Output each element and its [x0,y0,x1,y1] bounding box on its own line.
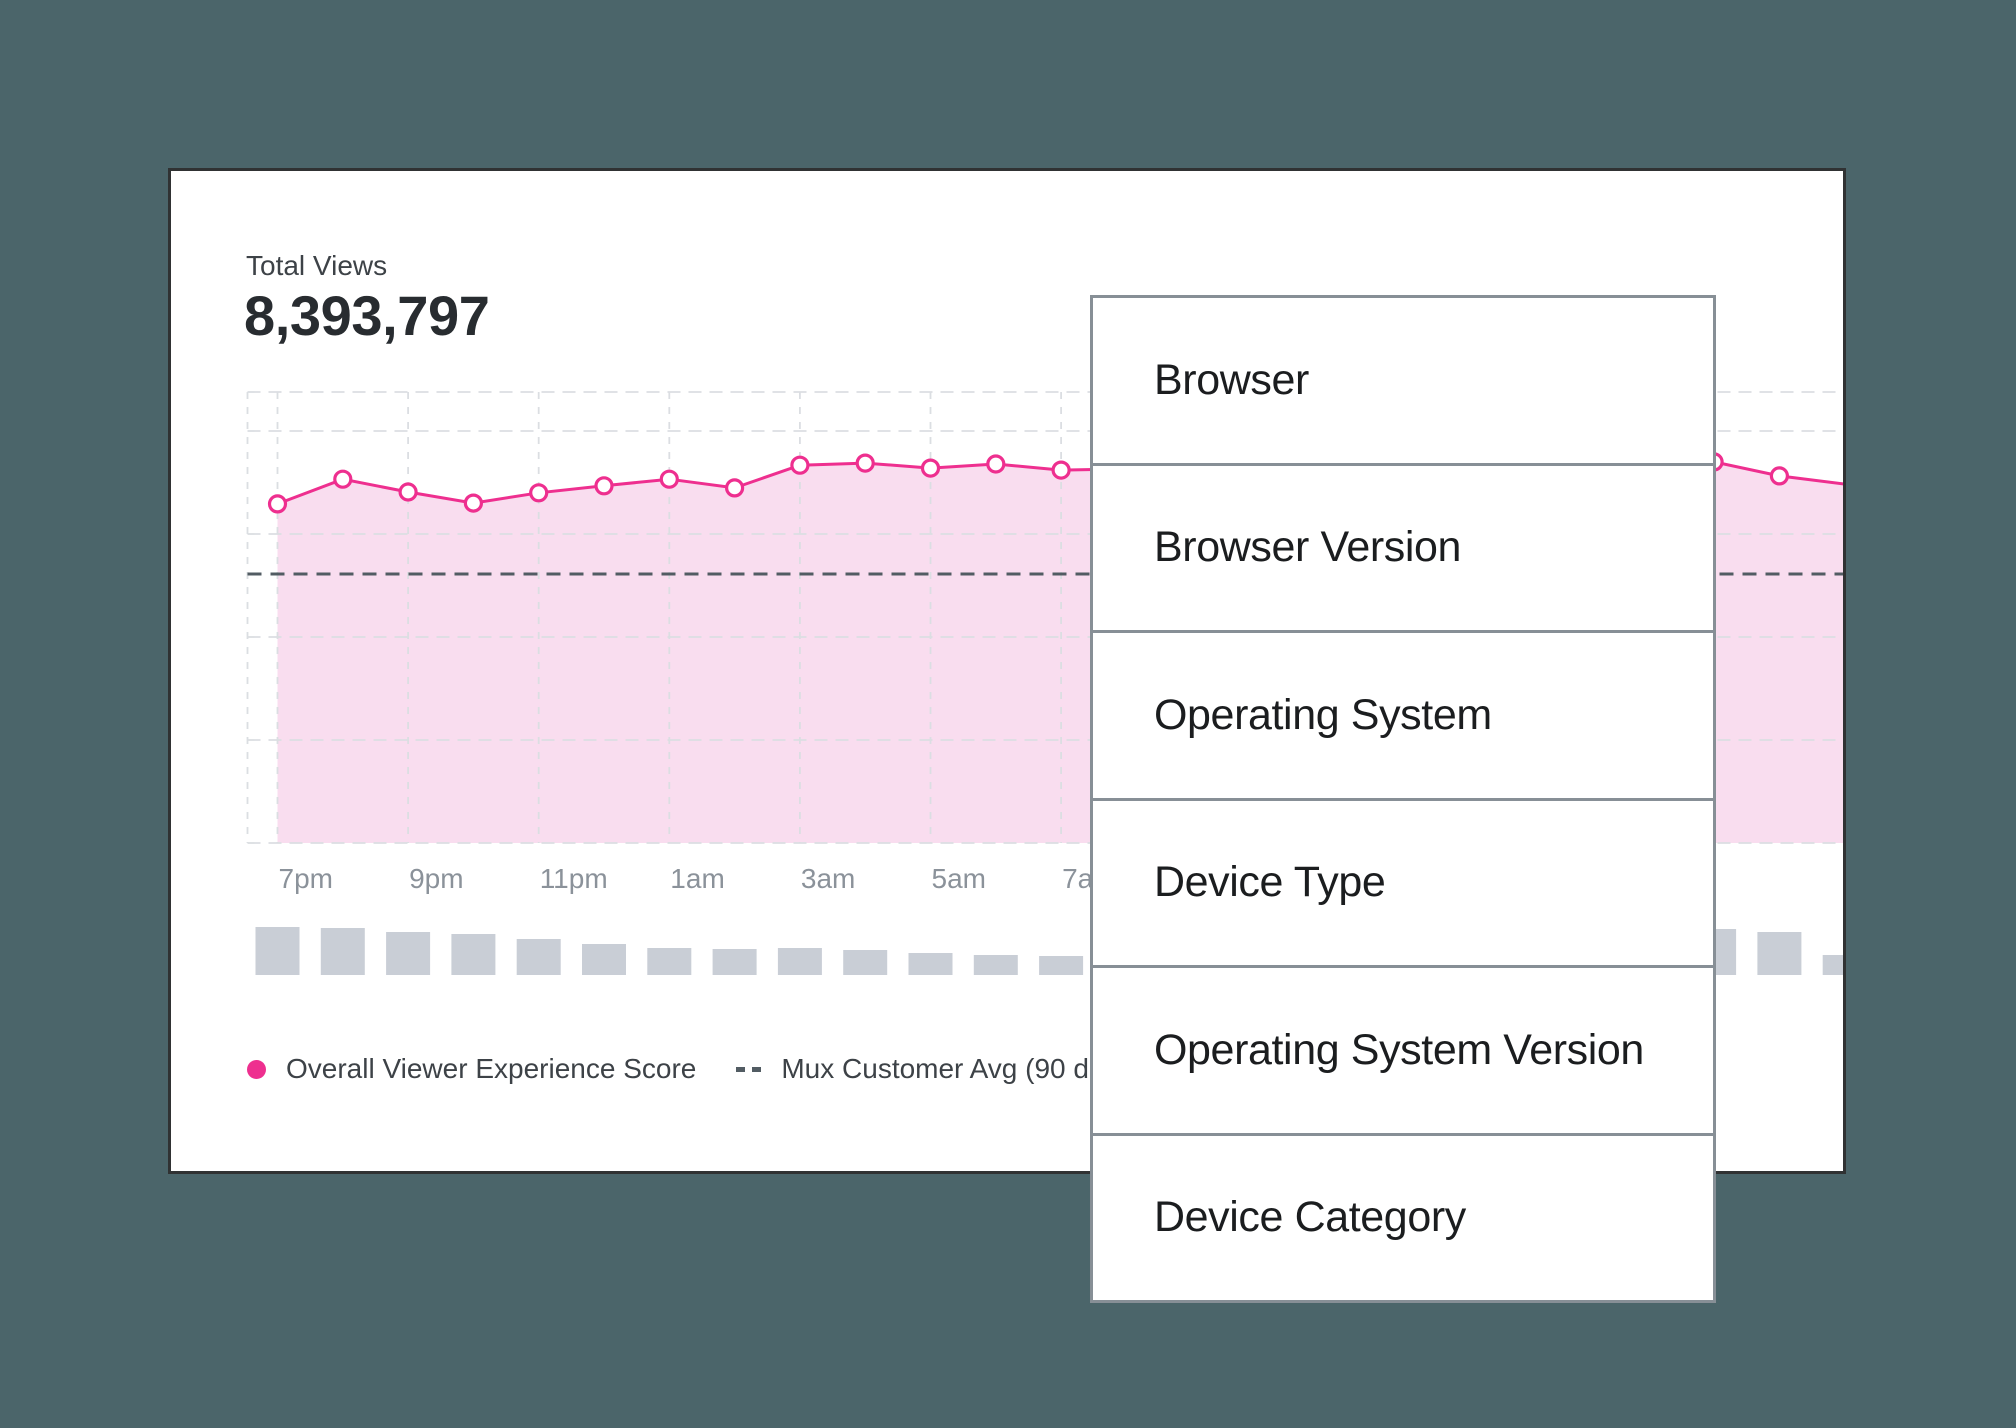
x-axis-label: 1am [670,863,724,894]
data-point-marker [855,453,875,473]
views-volume-bar [516,939,561,975]
dropdown-item-device-type[interactable]: Device Type [1093,800,1713,968]
x-axis-label: 7pm [279,863,333,894]
data-point-marker [267,494,288,514]
dashed-line-icon [736,1066,762,1072]
views-volume-bar [386,932,431,975]
x-axis-label: 3am [801,863,855,894]
pink-dot-icon [247,1059,266,1079]
legend-avg-label: Mux Customer Avg (90 days) [781,1053,1142,1084]
chart-legend: Overall Viewer Experience Score Mux Cust… [171,1051,1843,1087]
dropdown-item-operating-system-version[interactable]: Operating System Version [1093,968,1713,1136]
views-volume-bar [908,953,953,975]
views-volume-bar [1039,956,1084,975]
data-point-marker [986,454,1006,474]
data-point-marker [529,483,549,503]
views-volume-bar [647,948,692,975]
dropdown-item-label: Browser Version [1154,523,1462,572]
views-volume-bar [451,934,496,975]
data-point-marker [1769,466,1790,486]
data-point-marker [594,476,614,496]
dropdown-item-label: Operating System [1154,690,1492,739]
data-point-marker [398,482,418,502]
data-point-marker [790,455,810,475]
views-volume-bar [255,927,300,975]
x-axis-label: 11pm [540,863,608,894]
legend-series-label: Overall Viewer Experience Score [286,1053,697,1084]
views-volume-bar [843,950,888,975]
x-axis-label: 5am [932,863,986,894]
dropdown-item-label: Browser [1154,355,1309,404]
dropdown-item-browser[interactable]: Browser [1093,298,1713,466]
dropdown-item-label: Device Category [1154,1193,1466,1242]
views-volume-bar [1822,955,1843,975]
dropdown-item-operating-system[interactable]: Operating System [1093,633,1713,801]
data-point-marker [920,458,941,478]
dropdown-item-browser-version[interactable]: Browser Version [1093,465,1713,633]
dimension-dropdown-menu: Browser Browser Version Operating System De… [1090,295,1716,1303]
dropdown-item-label: Operating System Version [1154,1025,1644,1074]
data-point-marker [463,493,483,513]
data-point-marker [1051,460,1071,480]
data-point-marker [333,469,353,489]
x-axis-label: 9pm [409,863,463,894]
views-volume-bar [712,949,757,975]
data-point-marker [659,469,679,489]
data-point-marker [724,478,745,498]
views-volume-bar [1757,932,1802,975]
views-volume-bar [777,948,822,975]
dropdown-item-device-category[interactable]: Device Category [1093,1135,1713,1300]
metric-value: 8,393,797 [244,284,490,347]
views-volume-bar [320,928,365,975]
views-volume-bar [973,955,1018,975]
dropdown-item-label: Device Type [1154,858,1386,907]
views-volume-bar [582,944,626,975]
metric-label: Total Views [246,250,388,281]
